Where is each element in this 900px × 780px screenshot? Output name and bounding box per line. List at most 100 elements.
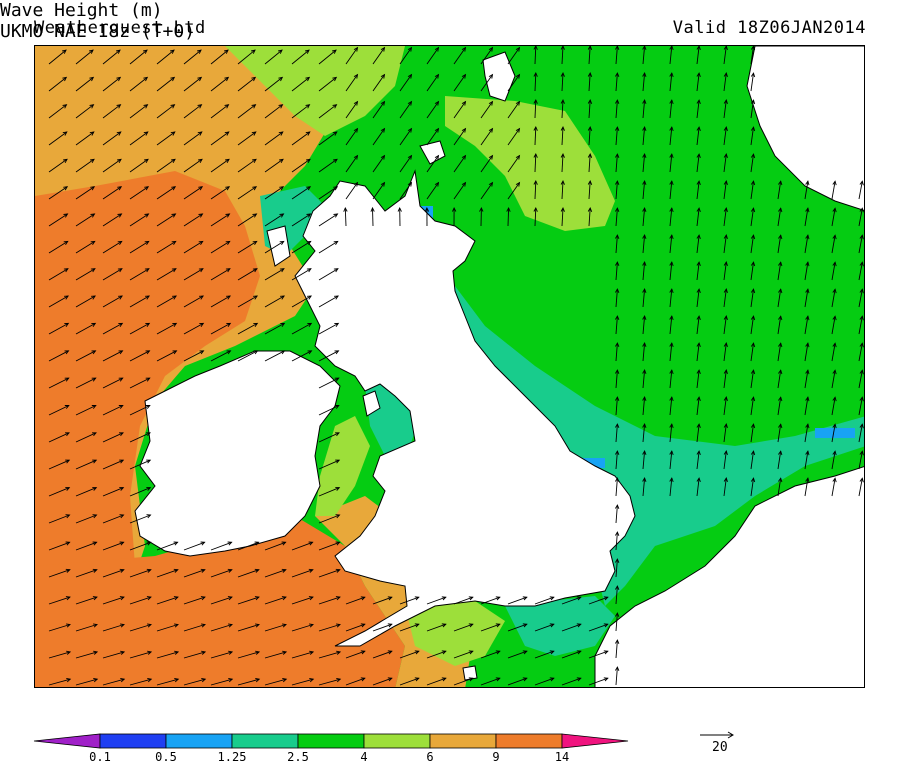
wind-arrow [696,343,700,362]
wind-arrow-head [669,72,674,78]
wind-arrow [750,181,754,200]
wind-arrow [129,678,152,686]
wind-arrow [291,77,310,92]
wind-arrow [777,289,782,308]
wind-arrow-head [147,678,153,683]
wind-arrow [237,596,260,605]
wind-arrow-head [145,322,151,327]
wind-arrow [264,104,283,119]
wind-arrow-head [549,650,555,655]
wind-arrow-head [91,377,97,382]
wind-arrow [318,241,338,254]
wind-arrow-head [615,72,620,77]
wind-arrow-head [277,49,283,54]
wind-arrow-head [533,98,538,104]
wind-arrow [642,100,646,119]
wind-arrow [372,623,392,632]
wind-arrow [723,478,727,497]
wind-arrow [75,104,94,119]
wind-arrow-head [91,350,97,355]
wind-arrow-head [335,486,341,491]
wind-arrow-head [696,288,701,294]
wind-arrow [75,158,95,173]
wind-arrow-head [669,477,674,483]
wind-arrow-head [174,678,180,683]
wind-arrow-head [174,650,180,655]
wind-arrow-head [515,73,521,79]
wind-arrow-head [116,104,122,109]
wind-arrow-head [832,315,837,321]
wind-arrow-head [805,180,810,186]
wind-arrow-head [280,350,286,355]
wind-arrow [102,241,122,254]
wind-arrow [588,650,608,659]
wind-arrow-head [380,154,386,160]
wind-arrow-head [282,650,288,655]
wind-arrow-head [92,568,98,573]
wind-arrow [696,262,700,281]
legend-swatch [33,733,101,749]
wind-arrow-head [116,131,122,136]
wind-arrow-head [118,377,124,382]
wind-arrow [102,405,123,416]
wind-arrow-head [225,213,231,218]
wind-arrow-head [387,623,393,628]
wind-arrow-head [696,369,701,375]
wind-arrow [669,73,673,92]
wind-arrow-head [750,72,756,78]
wind-arrow [102,49,121,65]
wind-arrow [318,541,340,551]
wind-arrow-head [669,234,674,240]
wind-arrow [129,323,150,335]
wind-arrow [48,596,71,605]
wind-arrow [642,46,646,65]
wind-arrow-head [278,104,284,109]
wind-arrow [264,131,284,146]
wind-arrow-head [615,531,620,536]
wind-arrow-head [144,158,149,164]
hebrides [266,225,291,267]
model-label: UKMO NAE 18z (T+0) [0,21,196,42]
wind-arrow [615,451,618,470]
wind-arrow-head [642,207,647,212]
wind-arrow [75,49,94,65]
wind-arrow-head [279,240,285,245]
wind-arrow [129,459,151,470]
wind-arrow-head [832,234,837,240]
band-1.25-2.5-patch [815,428,855,438]
wind-arrow [102,131,122,146]
wind-arrow-head [61,49,67,54]
wind-arrow-head [334,295,339,300]
wind-arrow [615,667,618,686]
wind-arrow [237,186,257,200]
wind-arrow [210,268,231,281]
wind-arrow-head [859,261,864,267]
wind-arrow [399,101,412,119]
wind-arrow [102,377,123,389]
wind-arrow-head [173,596,179,601]
legend-swatch [165,733,233,749]
wind-arrow-head [336,623,341,628]
wind-arrow [318,405,339,416]
wind-arrow-head [805,234,810,240]
wind-arrow-head [723,99,728,105]
wind-arrow-head [587,179,593,185]
wind-arrow [750,289,754,308]
wind-arrow-head [696,315,701,321]
wind-arrow-head [859,396,864,402]
wind-arrow-head [615,612,620,617]
wind-arrow [291,350,312,362]
wind-arrow [210,49,229,65]
wind-arrow [777,208,782,227]
wind-arrow-head [227,541,233,546]
wind-arrow [426,623,446,632]
wind-arrow-head [171,240,177,245]
wind-arrow-head [353,73,359,79]
wind-arrow [696,154,700,173]
continental-europe [594,466,864,687]
legend-tick-label: 0.5 [155,750,177,764]
wind-arrow [858,235,863,254]
wind-arrow-head [332,131,338,136]
wind-arrow-head [197,76,203,82]
wind-arrow [129,268,150,281]
